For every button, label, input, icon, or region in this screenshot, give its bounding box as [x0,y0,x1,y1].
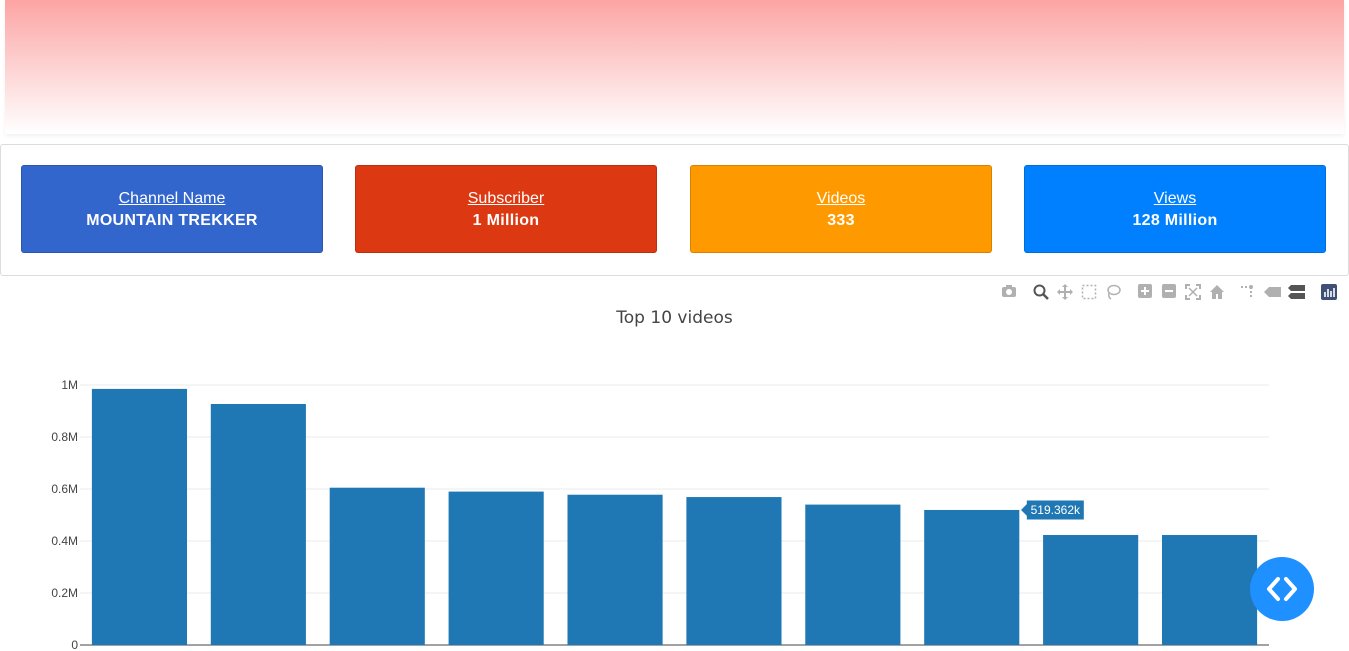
bar-10[interactable] [1161,535,1258,645]
views-value: 128 Million [1132,212,1218,229]
code-chevrons-icon [1267,577,1297,601]
bar-4[interactable] [448,491,544,645]
plotly-logo-icon[interactable] [1320,284,1338,304]
videos-card: Videos 333 [690,165,992,253]
bar-1[interactable] [91,388,188,645]
reset-axes-icon[interactable] [1208,284,1226,304]
pan-icon[interactable] [1056,284,1074,304]
chart-title: Top 10 videos [616,308,733,328]
hover-tooltip-label: 519.362k [1031,503,1081,517]
bar-5[interactable] [567,494,663,645]
channel-name-value: MOUNTAIN TREKKER [86,212,258,229]
spike-lines-icon[interactable] [1238,284,1256,304]
hover-compare-icon[interactable] [1288,284,1306,304]
videos-label[interactable]: Videos [816,190,866,207]
y-tick-label: 1M [61,378,78,392]
lasso-icon[interactable] [1104,284,1122,304]
bars [91,388,1258,645]
videos-value: 333 [827,212,855,229]
zoom-in-icon[interactable] [1136,284,1154,304]
bar-2[interactable] [210,403,306,645]
chart-modebar [1000,284,1349,304]
y-axis-ticks: 0 0.2M 0.4M 0.6M 0.8M 1M [51,378,78,651]
code-nav-button[interactable] [1250,557,1314,621]
stats-panel: Channel Name MOUNTAIN TREKKER Subscriber… [0,144,1349,276]
y-tick-label: 0.8M [51,430,78,444]
box-select-icon[interactable] [1080,284,1098,304]
bar-3[interactable] [329,487,425,645]
channel-name-card: Channel Name MOUNTAIN TREKKER [21,165,323,253]
camera-icon[interactable] [1000,284,1018,304]
y-tick-label: 0.2M [51,586,78,600]
channel-name-label[interactable]: Channel Name [118,190,226,207]
y-tick-label: 0 [71,638,78,651]
zoom-icon[interactable] [1032,284,1050,304]
zoom-out-icon[interactable] [1160,284,1178,304]
subscriber-value: 1 Million [472,212,540,229]
autoscale-icon[interactable] [1184,284,1202,304]
bar-8[interactable] [924,509,1020,645]
bar-chart: 0 0.2M 0.4M 0.6M 0.8M 1M 519.362k [51,378,1269,651]
y-tick-label: 0.6M [51,482,78,496]
subscriber-card: Subscriber 1 Million [355,165,657,253]
subscriber-label[interactable]: Subscriber [467,190,545,207]
bar-6[interactable] [686,497,782,645]
header-banner [5,0,1344,134]
hover-layer: 519.362k [1019,499,1085,521]
bar-9[interactable] [1043,535,1139,645]
y-tick-label: 0.4M [51,534,78,548]
views-label[interactable]: Views [1153,190,1197,207]
hover-tooltip-box [1019,499,1085,521]
views-card: Views 128 Million [1024,165,1326,253]
hover-closest-icon[interactable] [1264,284,1282,304]
bar-7[interactable] [805,504,901,645]
